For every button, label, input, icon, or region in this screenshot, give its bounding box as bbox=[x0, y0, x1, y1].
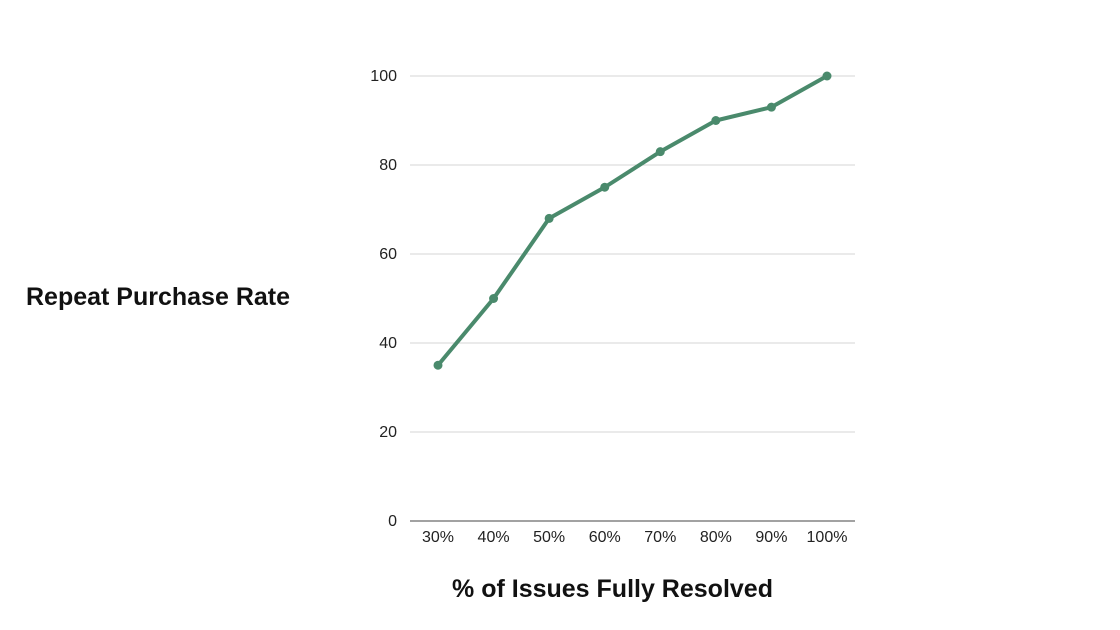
x-tick-label: 90% bbox=[755, 529, 787, 546]
x-tick-label: 40% bbox=[478, 529, 510, 546]
data-point bbox=[544, 213, 554, 223]
x-tick-label: 50% bbox=[533, 529, 565, 546]
data-point bbox=[600, 182, 610, 192]
x-tick-label: 60% bbox=[589, 529, 621, 546]
x-tick-label: 70% bbox=[644, 529, 676, 546]
x-tick-label: 80% bbox=[700, 529, 732, 546]
y-tick-label: 100 bbox=[370, 68, 397, 85]
y-tick-label: 40 bbox=[379, 335, 397, 352]
y-tick-label: 80 bbox=[379, 157, 397, 174]
data-point bbox=[711, 116, 721, 125]
data-point bbox=[489, 294, 499, 303]
y-tick-label: 60 bbox=[379, 246, 397, 263]
y-tick-label: 0 bbox=[388, 513, 397, 530]
x-axis-title: % of Issues Fully Resolved bbox=[452, 575, 773, 603]
series bbox=[433, 71, 832, 370]
x-tick-label: 30% bbox=[422, 529, 454, 546]
data-point bbox=[822, 71, 832, 81]
data-point bbox=[766, 102, 776, 112]
gridlines bbox=[410, 75, 855, 433]
y-axis-title: Repeat Purchase Rate bbox=[26, 283, 291, 311]
data-point bbox=[655, 147, 665, 157]
y-tick-label: 20 bbox=[379, 424, 397, 441]
series-line bbox=[436, 74, 829, 368]
data-point bbox=[433, 360, 443, 370]
tick-labels: 0 20 40 60 80 100 30% 40% 50% 60% 70% 80% 90% 100% bbox=[370, 68, 847, 546]
x-tick-label: 100% bbox=[807, 529, 848, 546]
